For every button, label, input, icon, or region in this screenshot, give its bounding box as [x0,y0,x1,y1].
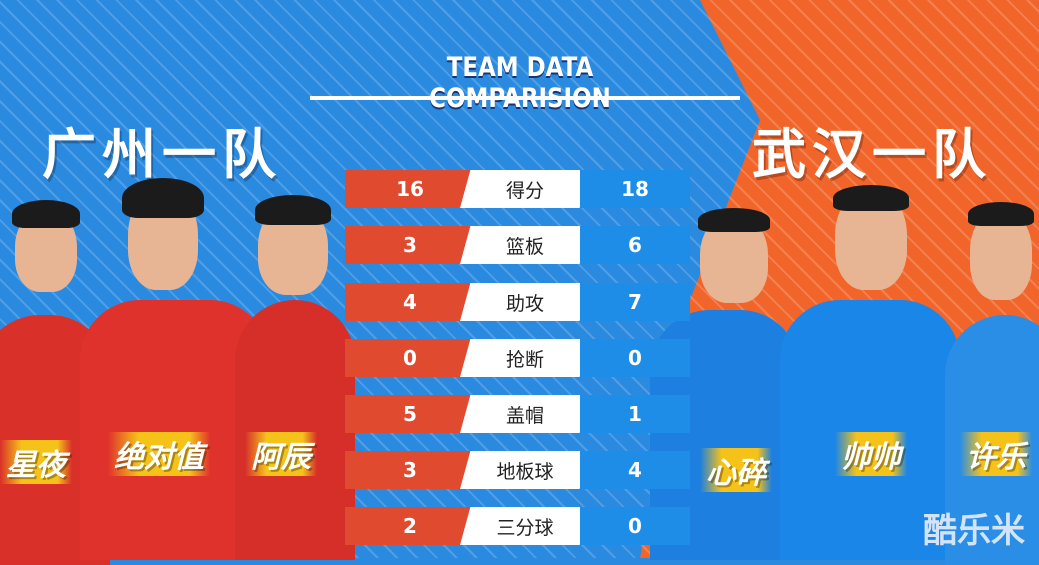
stat-row: 2 三分球 0 [345,507,690,545]
right-value: 18 [580,170,690,208]
player-name: 绝对值 [108,432,210,476]
team-left-name: 广州一队 [42,123,282,186]
stat-label: 地板球 [460,451,590,489]
stat-row: 3 地板球 4 [345,451,690,489]
page-title: TEAM DATA COMPARISION [429,52,611,114]
team-right-name: 武汉一队 [752,123,992,186]
left-value: 0 [345,339,475,377]
title-underline [310,96,740,100]
right-value: 6 [580,226,690,264]
stat-label: 三分球 [460,507,590,545]
stat-label: 助攻 [460,283,590,321]
left-value: 3 [345,451,475,489]
right-value: 0 [580,507,690,545]
watermark-logo: 酷乐米 [923,511,1025,551]
stat-row: 16 得分 18 [345,170,690,208]
stat-row: 5 盖帽 1 [345,395,690,433]
player-name: 心碎 [700,448,772,492]
player-name: 阿辰 [245,432,317,476]
left-value: 2 [345,507,475,545]
stat-row: 4 助攻 7 [345,283,690,321]
stat-label: 盖帽 [460,395,590,433]
stat-label: 篮板 [460,226,590,264]
stat-label: 得分 [460,170,590,208]
player-name: 帅帅 [835,432,907,476]
left-value: 3 [345,226,475,264]
right-value: 0 [580,339,690,377]
left-value: 16 [345,170,475,208]
left-value: 4 [345,283,475,321]
player-name: 星夜 [0,440,72,484]
left-value: 5 [345,395,475,433]
player-name: 许乐 [960,432,1032,476]
stat-row: 3 篮板 6 [345,226,690,264]
right-value: 7 [580,283,690,321]
stat-row: 0 抢断 0 [345,339,690,377]
right-value: 4 [580,451,690,489]
right-value: 1 [580,395,690,433]
stat-label: 抢断 [460,339,590,377]
